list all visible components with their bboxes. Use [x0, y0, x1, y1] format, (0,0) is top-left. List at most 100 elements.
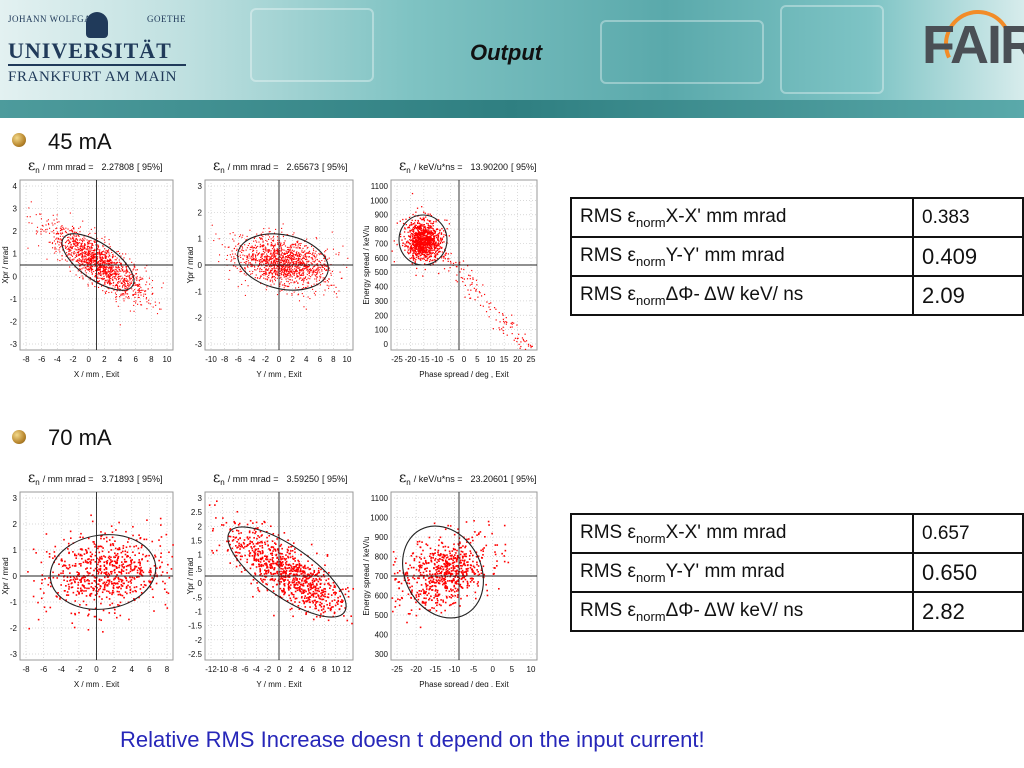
particle	[254, 258, 256, 260]
particle	[316, 263, 319, 265]
y-tick-label: 0	[198, 261, 203, 270]
particle	[259, 237, 261, 239]
particle	[98, 266, 100, 269]
particle	[419, 240, 422, 243]
particle	[416, 237, 418, 239]
particle	[270, 256, 272, 258]
particle	[286, 261, 288, 263]
particle	[304, 250, 306, 252]
particle	[293, 273, 295, 275]
particle	[146, 560, 149, 562]
particle	[428, 225, 430, 227]
particle	[273, 244, 275, 247]
particle	[419, 258, 421, 261]
particle	[299, 244, 301, 246]
particle	[314, 252, 316, 254]
y-tick-label: 3	[198, 182, 203, 191]
particle	[441, 238, 444, 241]
particle	[425, 236, 427, 238]
particle	[117, 265, 119, 267]
particle	[251, 258, 253, 260]
particle	[117, 548, 119, 550]
particle	[323, 281, 325, 283]
particle	[275, 262, 277, 265]
particle	[402, 242, 404, 244]
particle	[271, 243, 273, 245]
particle	[284, 262, 286, 264]
particle	[60, 229, 62, 232]
particle	[116, 284, 118, 286]
particle	[100, 277, 103, 279]
particle	[315, 602, 317, 604]
particle	[135, 586, 138, 588]
particle	[429, 243, 431, 245]
particle	[108, 579, 111, 582]
particle	[61, 225, 63, 227]
rms-value: 0.409	[912, 236, 1024, 277]
particle	[299, 247, 301, 249]
particle	[265, 265, 267, 267]
particle	[125, 291, 127, 293]
particle	[437, 219, 440, 221]
particle	[249, 262, 251, 264]
particle	[116, 262, 118, 264]
particle	[281, 269, 283, 271]
particle	[253, 265, 255, 267]
particle	[111, 560, 114, 562]
particle	[435, 236, 438, 239]
particle	[436, 257, 439, 260]
particle	[442, 236, 445, 238]
particle	[115, 576, 117, 578]
particle	[113, 276, 115, 278]
particle	[102, 264, 104, 267]
particle	[266, 265, 268, 267]
particle	[108, 280, 110, 282]
particle	[273, 266, 275, 268]
particle	[421, 225, 424, 227]
particle	[422, 245, 425, 247]
particle	[438, 247, 441, 250]
particle	[265, 258, 267, 261]
particle	[69, 241, 71, 243]
particle	[68, 564, 71, 566]
y-tick-label: -2.5	[188, 650, 202, 659]
particle	[109, 261, 111, 263]
particle	[135, 273, 137, 275]
particle	[237, 243, 239, 246]
particle	[414, 219, 417, 222]
particle	[425, 243, 427, 245]
particle	[126, 271, 128, 273]
particle	[94, 252, 96, 254]
particle	[156, 313, 159, 315]
particle	[144, 290, 146, 292]
particle	[418, 247, 420, 250]
particle	[213, 239, 215, 242]
particle	[135, 284, 137, 286]
particle	[417, 256, 419, 258]
particle	[98, 268, 100, 270]
particle	[90, 266, 92, 268]
particle	[274, 257, 276, 259]
particle	[416, 267, 418, 270]
particle	[421, 250, 423, 252]
particle	[432, 228, 434, 230]
particle	[424, 263, 426, 265]
particle	[87, 242, 89, 244]
particle	[303, 271, 305, 273]
particle	[282, 256, 284, 258]
y-tick-label: -2	[10, 624, 18, 633]
particle	[475, 279, 478, 281]
particle	[473, 287, 475, 289]
particle	[69, 576, 72, 579]
particle	[413, 237, 416, 240]
particle	[117, 287, 119, 289]
particle	[430, 222, 432, 224]
particle	[90, 245, 93, 247]
particle	[93, 615, 96, 618]
particle	[412, 256, 414, 259]
particle	[288, 259, 290, 261]
particle	[125, 253, 127, 255]
particle	[74, 245, 76, 247]
particle	[335, 286, 337, 288]
particle	[96, 277, 98, 279]
